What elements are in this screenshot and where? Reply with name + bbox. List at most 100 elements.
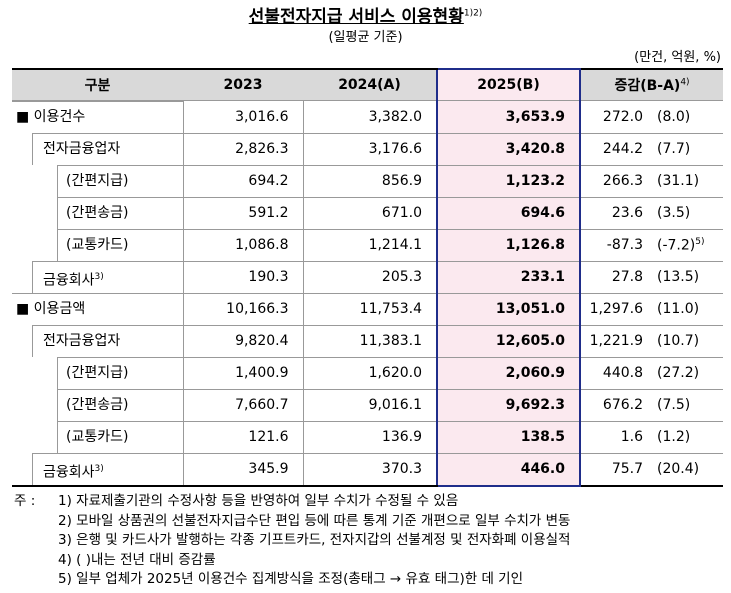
value-cell: 13,051.0: [436, 292, 581, 326]
header-cell: 증감(B-A)4): [580, 68, 723, 101]
value-cell: 121.6: [182, 420, 303, 454]
row: (교통카드) 1,086.8 1,214.1 1,126.8 -87.3 (-7.2)5): [12, 228, 723, 262]
value-cell: 2,060.9: [436, 356, 581, 390]
label: 전자금융업자: [32, 325, 183, 357]
subtitle: (일평균 기준): [328, 30, 403, 45]
label-cell: 금융회사3): [12, 261, 183, 293]
label-text: (교통카드): [66, 429, 129, 445]
rate-text: (10.7): [657, 333, 700, 349]
label-note: 3): [94, 464, 104, 474]
change: 1.6: [620, 429, 643, 445]
label-cell: (교통카드): [12, 229, 183, 261]
label: (간편송금): [57, 389, 183, 421]
label-note: 3): [94, 272, 104, 282]
notes: 주 : 1) 자료제출기관의 수정사항 등을 반영하여 일부 수치가 수정될 수 …: [14, 492, 570, 590]
label: (교통카드): [57, 421, 183, 453]
value-cell: 3,016.6: [182, 100, 303, 134]
change: 1,221.9: [589, 333, 643, 349]
change-cell: 1,221.9 (10.7): [579, 324, 723, 358]
rate-text: (7.5): [657, 397, 691, 413]
value-cell: 9,820.4: [182, 324, 303, 358]
label: 금융회사3): [32, 261, 183, 293]
label-text: ■ 이용금액: [16, 301, 86, 317]
label: (간편지급): [57, 165, 183, 197]
value-cell: 12,605.0: [436, 324, 581, 358]
row: (간편송금) 591.2 671.0 694.6 23.6 (3.5): [12, 196, 723, 230]
value-cell: 1,400.9: [182, 356, 303, 390]
rate: (20.4): [657, 461, 699, 477]
rate: (27.2): [657, 365, 699, 381]
value-cell: 11,383.1: [302, 324, 437, 358]
label-text: 금융회사: [43, 272, 95, 289]
value-cell: 671.0: [302, 196, 437, 230]
value-cell: 3,176.6: [302, 132, 437, 166]
change-cell: 440.8 (27.2): [579, 356, 723, 390]
note-line: 주 : 1) 자료제출기관의 수정사항 등을 반영하여 일부 수치가 수정될 수 …: [14, 492, 570, 512]
value-cell: 370.3: [302, 452, 437, 487]
note-prefix: 주 :: [14, 493, 36, 509]
header-cell: 2024(A): [303, 68, 437, 101]
row: (간편송금) 7,660.7 9,016.1 9,692.3 676.2 (7.5): [12, 388, 723, 422]
change-cell: 1,297.6 (11.0): [579, 292, 723, 326]
unit: (만건, 억원, %): [634, 50, 721, 65]
row: ■ 이용건수 3,016.6 3,382.0 3,653.9 272.0 (8.0): [12, 100, 723, 134]
label-text: 전자금융업자: [43, 333, 121, 349]
label: (간편지급): [57, 357, 183, 389]
note-line: 2) 모바일 상품권의 선불전자지급수단 편입 등에 따른 통계 기준 개편으로…: [58, 512, 571, 529]
value-cell: 694.6: [436, 196, 581, 230]
label-cell: (교통카드): [12, 421, 183, 453]
note-line: 4) ( )내는 전년 대비 증감률: [58, 551, 216, 568]
rate-text: (11.0): [657, 301, 700, 317]
rate: (3.5): [657, 205, 690, 221]
label-cell: ■ 이용금액: [12, 293, 183, 325]
header-cell: 2023: [183, 68, 303, 101]
value-cell: 2,826.3: [182, 132, 303, 166]
value-cell: 3,382.0: [302, 100, 437, 134]
note-line: 3) 은행 및 카드사가 발행하는 각종 기프트카드, 전자지갑의 선불계정 및…: [58, 532, 571, 548]
change: -87.3: [606, 237, 643, 254]
value-cell: 11,753.4: [302, 292, 437, 326]
label-cell: (간편송금): [12, 197, 183, 229]
row: 전자금융업자 2,826.3 3,176.6 3,420.8 244.2 (7.7): [12, 132, 723, 166]
label-cell: 금융회사3): [12, 453, 183, 487]
label-cell: (간편송금): [12, 389, 183, 421]
header-row: 구분 2023 2024(A) 2025(B) 증감(B-A)4): [12, 68, 723, 101]
label: (간편송금): [57, 197, 183, 229]
rate-text: (31.1): [657, 173, 700, 189]
rate: (10.7): [657, 333, 699, 349]
value-cell: 9,016.1: [302, 388, 437, 422]
header-text: 증감(B-A): [614, 78, 681, 94]
change: 75.7: [611, 461, 643, 478]
label-text: 금융회사: [43, 464, 95, 481]
row: 금융회사3) 345.9 370.3 446.0 75.7 (20.4): [12, 452, 723, 487]
change-cell: 1.6 (1.2): [579, 420, 723, 454]
change: 676.2: [602, 397, 643, 413]
rate-text: (20.4): [657, 461, 700, 478]
change: 23.6: [611, 205, 643, 221]
value-cell: 190.3: [182, 260, 303, 294]
label-cell: 전자금융업자: [12, 325, 183, 357]
rate: (31.1): [657, 173, 699, 189]
row: (교통카드) 121.6 136.9 138.5 1.6 (1.2): [12, 420, 723, 454]
rate: (13.5): [657, 269, 699, 285]
title-note: 1)2): [463, 8, 483, 19]
title: 선불전자지급 서비스 이용현황1)2): [0, 2, 731, 27]
row: (간편지급) 694.2 856.9 1,123.2 266.3 (31.1): [12, 164, 723, 198]
rate: (11.0): [657, 301, 699, 317]
label: ■ 이용건수: [12, 101, 183, 133]
value-cell: 1,620.0: [302, 356, 437, 390]
label-text: 전자금융업자: [43, 141, 121, 157]
value-cell: 138.5: [436, 420, 581, 454]
value-cell: 856.9: [302, 164, 437, 198]
label-text: (간편송금): [66, 397, 129, 413]
value-cell: 10,166.3: [182, 292, 303, 326]
label-cell: (간편지급): [12, 165, 183, 197]
value-cell: 3,420.8: [436, 132, 581, 166]
value-cell: 136.9: [302, 420, 437, 454]
row: (간편지급) 1,400.9 1,620.0 2,060.9 440.8 (27.2): [12, 356, 723, 390]
header-note: 4): [680, 77, 690, 88]
change-cell: 676.2 (7.5): [579, 388, 723, 422]
label-text: (간편지급): [66, 365, 129, 381]
rate-text: (13.5): [657, 269, 700, 285]
header-cell: 2025(B): [436, 68, 581, 101]
